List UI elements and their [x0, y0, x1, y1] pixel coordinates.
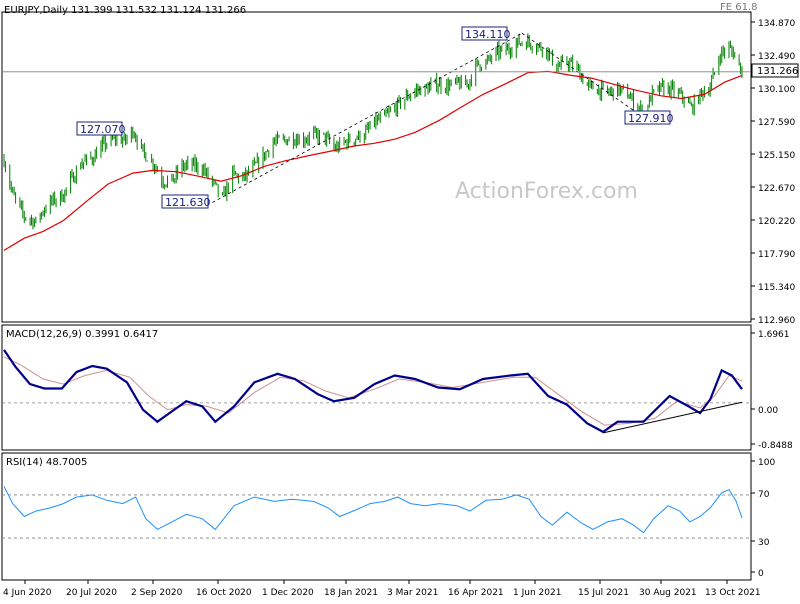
callout-121630-box — [161, 194, 209, 209]
rsi-axis-tick-label: 70 — [758, 490, 770, 500]
callout-127910-box — [624, 110, 671, 125]
current-price-tag: 131.266 — [757, 66, 798, 77]
macd-pane-title: MACD(12,26,9) 0.3991 0.6417 — [6, 329, 158, 340]
projection-dashed-line-1 — [212, 32, 523, 203]
callout-134110: 134.110 — [461, 26, 511, 41]
moving-average-line — [3, 70, 743, 251]
macd-axis-tick-label: 1.6961 — [758, 330, 790, 340]
macd-axis-tick-label: -0.8488 — [758, 441, 793, 451]
fib-extension-label: FE 61.8 — [720, 2, 758, 13]
callout-127910: 127.910 — [624, 110, 674, 125]
macd-trendline — [602, 401, 743, 434]
date-axis-tick-label: 20 Jul 2020 — [66, 588, 117, 598]
price-axis-tick-label: 130.100 — [758, 85, 795, 95]
date-axis-tick-label: 18 Jan 2021 — [324, 588, 378, 598]
date-axis-tick-label: 15 Jul 2021 — [578, 588, 629, 598]
axis-layer: 134.870 132.490 130.100 127.590 125.150 122.6… — [3, 19, 795, 598]
date-axis-tick-label: 1 Dec 2020 — [262, 588, 314, 598]
date-axis-tick-label: 16 Oct 2020 — [196, 588, 252, 598]
callout-127070-text: 127.070 — [80, 123, 126, 136]
callout-134110-text: 134.110 — [465, 28, 511, 41]
current-price-tag-box — [751, 63, 799, 78]
rsi-axis-tick-label: 0 — [758, 569, 764, 579]
rsi-axis-tick-label: 100 — [758, 458, 775, 468]
date-axis-tick-label: 13 Oct 2021 — [705, 588, 761, 598]
price-axis-tick-label: 132.490 — [758, 52, 795, 62]
price-axis-tick-label: 112.960 — [758, 316, 795, 326]
callout-134110-box — [461, 26, 508, 41]
price-axis-tick-label: 117.790 — [758, 250, 795, 260]
macd-axis-tick-label: 0.00 — [758, 406, 778, 416]
date-axis-tick-label: 3 Mar 2021 — [387, 588, 438, 598]
price-series-layer — [2, 32, 751, 251]
macd-main-line — [3, 349, 743, 434]
price-pane-title: EURJPY,Daily 131.399 131.532 131.124 131… — [4, 5, 246, 16]
watermark: ActionForex.com — [455, 179, 638, 204]
price-axis-tick-label: 127.590 — [758, 118, 795, 128]
rsi-axis-tick-label: 30 — [758, 538, 770, 548]
macd-series-layer — [2, 349, 751, 434]
rsi-pane-title: RSI(14) 48.7005 — [6, 457, 87, 468]
callout-127910-text: 127.910 — [628, 112, 674, 125]
rsi-series-layer — [2, 486, 751, 539]
macd-pane[interactable] — [1, 324, 752, 451]
rsi-line — [3, 486, 743, 534]
date-axis-tick-label: 2 Sep 2020 — [131, 588, 183, 598]
callout-127070: 127.070 — [76, 121, 126, 136]
callout-121630-text: 121.630 — [165, 196, 211, 209]
price-axis-tick-label: 115.340 — [758, 283, 795, 293]
date-axis-tick-label: 1 Jun 2021 — [513, 588, 561, 598]
date-axis-tick-label: 4 Jun 2020 — [3, 588, 52, 598]
price-axis-tick-label: 122.670 — [758, 184, 795, 194]
callout-121630: 121.630 — [161, 194, 211, 209]
callout-127070-box — [76, 121, 123, 136]
price-pane[interactable] — [1, 11, 752, 323]
date-axis-tick-label: 30 Aug 2021 — [639, 588, 697, 598]
price-axis-tick-label: 125.150 — [758, 151, 795, 161]
price-axis-tick-label: 120.220 — [758, 217, 795, 227]
rsi-pane[interactable] — [1, 452, 752, 581]
projection-dashed-line-2 — [521, 32, 644, 118]
date-axis-tick-label: 16 Apr 2021 — [448, 588, 504, 598]
price-axis-tick-label: 134.870 — [758, 19, 795, 29]
